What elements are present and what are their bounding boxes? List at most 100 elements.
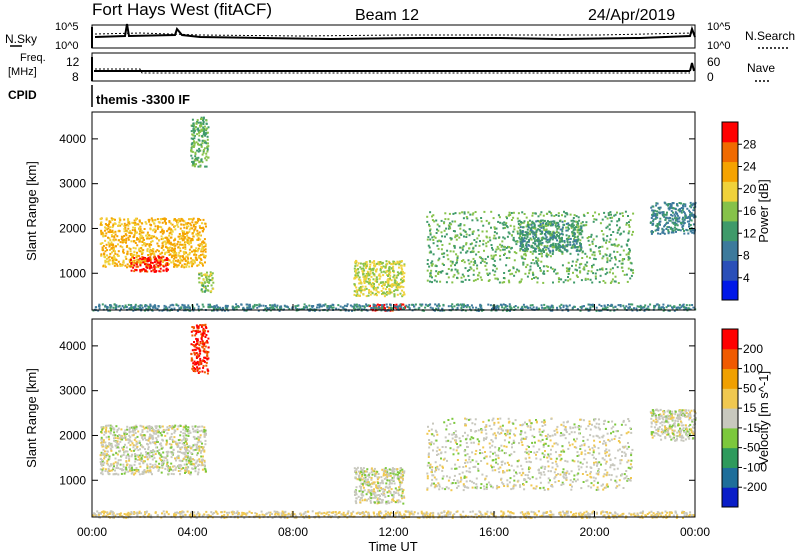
- colorbar-tick-label: 12: [743, 226, 757, 240]
- heatmap-cell: [642, 306, 645, 309]
- heatmap-cell: [401, 289, 404, 292]
- heatmap-cell: [381, 304, 383, 307]
- heatmap-cell: [179, 446, 182, 449]
- heatmap-cell: [431, 219, 434, 222]
- heatmap-cell: [355, 290, 357, 293]
- heatmap-cell: [689, 217, 691, 220]
- heatmap-cell: [543, 229, 546, 232]
- heatmap-cell: [191, 239, 194, 242]
- heatmap-cell: [445, 233, 448, 236]
- heatmap-cell: [556, 239, 559, 242]
- heatmap-cell: [184, 237, 187, 240]
- heatmap-cell: [677, 306, 680, 309]
- heatmap-cell: [107, 227, 110, 230]
- heatmap-cell: [505, 215, 508, 218]
- heatmap-cell: [400, 267, 403, 270]
- heatmap-cell: [152, 428, 154, 431]
- heatmap-cell: [462, 303, 465, 306]
- heatmap-cell: [358, 304, 361, 307]
- heatmap-cell: [149, 463, 152, 466]
- heatmap-cell: [537, 237, 540, 240]
- heatmap-cell: [112, 218, 115, 220]
- heatmap-cell: [193, 465, 196, 468]
- heatmap-cell: [550, 304, 553, 307]
- heatmap-cell: [523, 240, 526, 243]
- heatmap-cell: [588, 303, 591, 306]
- heatmap-cell: [610, 213, 612, 216]
- heatmap-cell: [186, 261, 189, 264]
- heatmap-cell: [621, 259, 624, 262]
- heatmap-cell: [182, 250, 185, 253]
- heatmap-cell: [197, 238, 200, 241]
- heatmap-cell: [492, 217, 495, 220]
- heatmap-cell: [138, 454, 141, 457]
- heatmap-cell: [110, 231, 113, 233]
- heatmap-cell: [542, 272, 545, 275]
- heatmap-cell: [676, 218, 679, 221]
- heatmap-cell: [222, 308, 225, 311]
- heatmap-cell: [579, 263, 582, 266]
- heatmap-cell: [197, 468, 200, 471]
- heatmap-cell: [455, 238, 458, 241]
- heatmap-cell: [193, 261, 196, 264]
- heatmap-cell: [672, 231, 675, 234]
- heatmap-cell: [521, 257, 524, 260]
- heatmap-cell: [162, 265, 165, 268]
- heatmap-cell: [482, 239, 485, 242]
- heatmap-cell: [172, 465, 175, 468]
- heatmap-cell: [144, 260, 147, 263]
- heatmap-cell: [522, 243, 525, 246]
- heatmap-cell: [204, 165, 207, 168]
- heatmap-cell: [655, 228, 658, 231]
- heatmap-cell: [363, 305, 366, 308]
- heatmap-cell: [355, 272, 358, 275]
- heatmap-cell: [561, 244, 564, 247]
- heatmap-cell: [122, 469, 125, 471]
- heatmap-cell: [161, 256, 164, 259]
- heatmap-cell: [392, 265, 395, 268]
- heatmap-cell: [185, 459, 188, 462]
- heatmap-cell: [677, 209, 680, 212]
- heatmap-cell: [133, 250, 136, 253]
- heatmap-cell: [500, 245, 503, 248]
- heatmap-cell: [608, 255, 611, 257]
- heatmap-cell: [188, 262, 191, 265]
- heatmap-cell: [687, 307, 690, 310]
- heatmap-cell: [131, 255, 134, 258]
- heatmap-cell: [382, 292, 384, 295]
- heatmap-cell: [186, 456, 189, 459]
- heatmap-cell: [114, 434, 117, 437]
- heatmap-cell: [658, 206, 661, 209]
- heatmap-cell: [150, 257, 152, 260]
- heatmap-cell: [187, 222, 190, 224]
- heatmap-cell: [384, 288, 387, 291]
- heatmap-cell: [557, 227, 560, 230]
- heatmap-cell: [144, 304, 147, 306]
- heatmap-cell: [508, 257, 511, 259]
- heatmap-cell: [148, 244, 151, 247]
- heatmap-cell: [576, 276, 579, 278]
- heatmap-cell: [539, 267, 541, 269]
- heatmap-cell: [182, 239, 185, 241]
- heatmap-cell: [184, 468, 187, 471]
- heatmap-cell: [496, 277, 499, 280]
- heatmap-cell: [197, 165, 200, 168]
- heatmap-cell: [200, 464, 203, 467]
- heatmap-cell: [472, 263, 475, 266]
- heatmap-cell: [156, 441, 159, 443]
- heatmap-cell: [125, 438, 127, 441]
- heatmap-cell: [584, 252, 587, 255]
- heatmap-cell: [434, 236, 437, 239]
- heatmap-cell: [533, 225, 536, 228]
- heatmap-cell: [187, 236, 190, 239]
- heatmap-cell: [521, 211, 524, 214]
- heatmap-cell: [212, 306, 215, 309]
- heatmap-cell: [186, 448, 189, 451]
- heatmap-cell: [164, 264, 167, 267]
- heatmap-cell: [126, 244, 129, 247]
- heatmap-cell: [513, 239, 515, 242]
- heatmap-cell: [684, 203, 687, 206]
- heatmap-cell: [149, 305, 152, 307]
- heatmap-cell: [470, 304, 473, 307]
- heatmap-cell: [651, 213, 654, 216]
